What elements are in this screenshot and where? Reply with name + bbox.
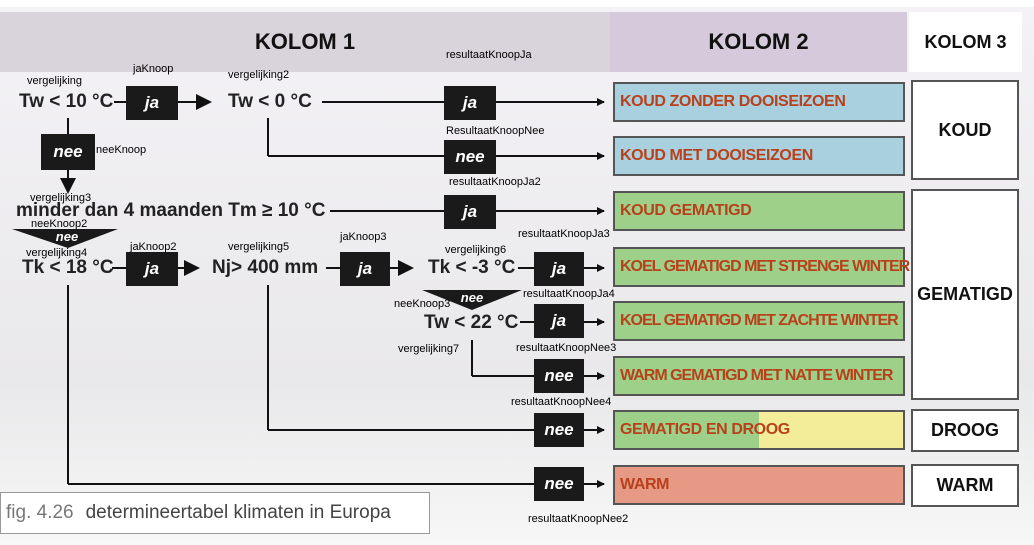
header-kolom-1: KOLOM 1: [0, 12, 610, 72]
arrow-down-tm10: [60, 178, 76, 194]
ja-node-result-5: ja: [534, 304, 584, 338]
category-koud: KOUD: [911, 80, 1019, 180]
arrow-to-nj400: [184, 260, 200, 276]
arrow-to-tw0: [196, 94, 212, 110]
label-resultaatknoopja2: resultaatKnoopJa2: [449, 176, 541, 188]
ja-node-result-3: ja: [444, 195, 496, 229]
result-warm-gematigd-natte-winter: WARM GEMATIGD MET NATTE WINTER: [613, 356, 905, 396]
condition-tw-22: Tw < 22 °C: [424, 312, 519, 333]
category-gematigd: GEMATIGD: [911, 189, 1019, 400]
condition-tk-minus3: Tk < -3 °C: [428, 257, 516, 278]
ja-node-2: ja: [126, 252, 178, 286]
label-resultaatknoopnee: ResultaatKnoopNee: [446, 125, 545, 137]
result-koud-zonder-dooiseizoen: KOUD ZONDER DOOISEIZOEN: [613, 82, 905, 122]
category-droog: DROOG: [911, 409, 1019, 452]
condition-tw-10: Tw < 10 °C: [19, 91, 114, 112]
nee-node-result-6: nee: [534, 359, 584, 393]
header-kolom-2: KOLOM 2: [610, 12, 907, 72]
result-koel-gematigd-strenge-winter: KOEL GEMATIGD MET STRENGE WINTER: [613, 247, 910, 287]
label-resultaatknoopnee3: resultaatKnoopNee3: [516, 342, 617, 354]
label-jaknoop: jaKnoop: [133, 63, 174, 75]
nee-node-result-2: nee: [444, 140, 496, 174]
arrow-to-tkm3: [398, 260, 414, 276]
ja-node-1: ja: [126, 86, 178, 120]
label-resultaatknoopnee4: resultaatKnoopNee4: [511, 396, 612, 408]
label-jaknoop3: jaKnoop3: [340, 231, 387, 243]
result-warm: WARM: [613, 465, 905, 505]
caption-number: fig. 4.26: [6, 502, 74, 523]
condition-tk-18: Tk < 18 °C: [22, 257, 114, 278]
result-koud-gematigd: KOUD GEMATIGD: [613, 191, 905, 231]
caption-text: determineertabel klimaten in Europa: [85, 502, 391, 523]
label-neeknoop2: neeKnoop2: [31, 218, 88, 230]
label-vergelijking2: vergelijking2: [228, 69, 290, 81]
nee-node-result-8: nee: [534, 467, 584, 501]
condition-tw-0: Tw < 0 °C: [228, 91, 312, 112]
label-resultaatknoopja4: resultaatKnoopJa4: [523, 288, 615, 300]
header-kolom-3: KOLOM 3: [909, 12, 1022, 72]
condition-nj-400: Nj> 400 mm: [212, 257, 319, 278]
label-vergelijking7: vergelijking7: [398, 343, 460, 355]
nee-node-1: nee: [41, 134, 95, 170]
condition-tm-10: minder dan 4 maanden Tm ≥ 10 °C: [16, 200, 326, 221]
label-resultaatknoopnee2: resultaatKnoopNee2: [528, 513, 629, 525]
result-koud-met-dooiseizoen: KOUD MET DOOISEIZOEN: [613, 136, 905, 176]
ja-node-3: ja: [340, 252, 390, 286]
label-neeknoop3: neeKnoop3: [394, 298, 451, 310]
top-strip: [0, 0, 1034, 7]
label-vergelijking3: vergelijking3: [30, 192, 92, 204]
result-koel-gematigd-zachte-winter: KOEL GEMATIGD MET ZACHTE WINTER: [613, 301, 905, 341]
nee-node-3: nee: [460, 289, 484, 305]
label-jaknoop2: jaKnoop2: [130, 241, 177, 253]
nee-triangle-2: [12, 229, 118, 248]
ja-node-result-1: ja: [444, 86, 496, 120]
label-neeknoop: neeKnoop: [96, 144, 147, 156]
result-gematigd-en-droog: GEMATIGD EN DROOG: [613, 410, 905, 450]
label-vergelijking: vergelijking: [27, 75, 83, 87]
label-vergelijking5: vergelijking5: [228, 241, 290, 253]
label-vergelijking6: vergelijking6: [445, 244, 507, 256]
category-warm: WARM: [911, 464, 1019, 507]
nee-node-result-7: nee: [534, 413, 584, 447]
label-resultaatknoopja3: resultaatKnoopJa3: [518, 228, 610, 240]
figure-caption: fig. 4.26 determineertabel klimaten in E…: [0, 492, 430, 534]
nee-triangle-3: [422, 290, 522, 310]
label-resultaatknoopja: resultaatKnoopJa: [446, 49, 532, 61]
nee-node-2: nee: [55, 228, 79, 244]
ja-node-result-4: ja: [534, 252, 584, 286]
label-vergelijking4: vergelijking4: [26, 247, 88, 259]
